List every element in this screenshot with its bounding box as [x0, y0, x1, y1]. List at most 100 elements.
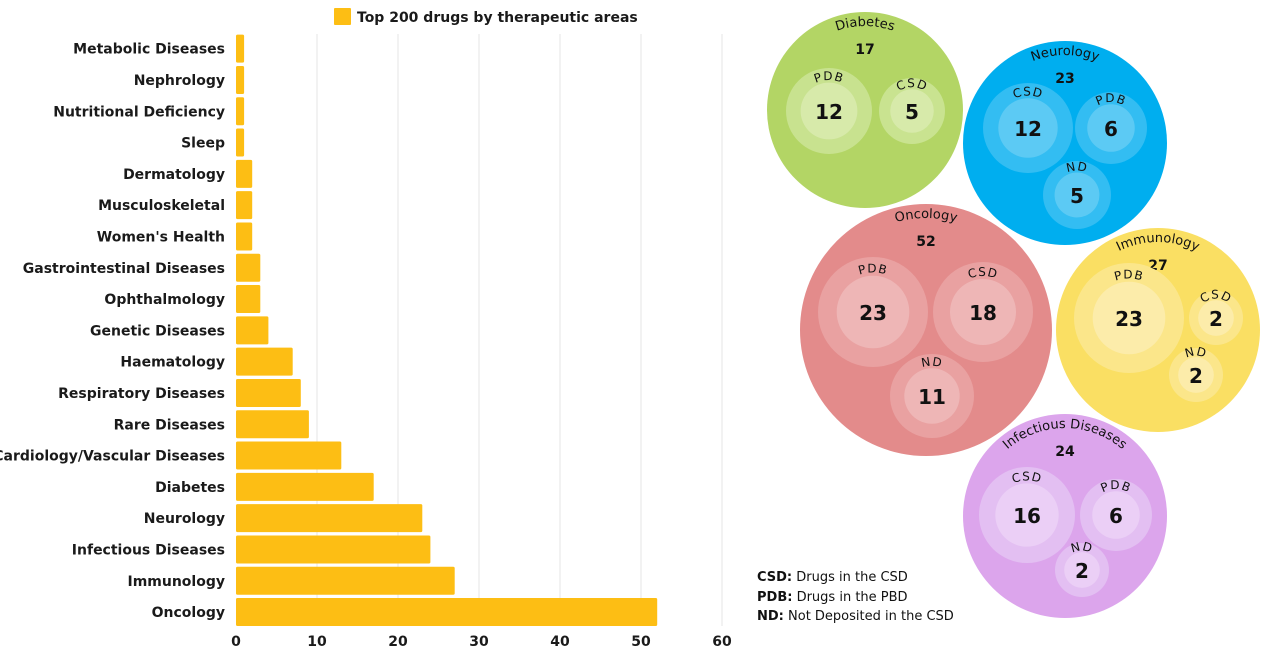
sub-bubble-csd: CSD 18 [933, 262, 1033, 362]
x-tick-label: 10 [307, 634, 327, 650]
bar [236, 472, 374, 501]
bar [236, 566, 455, 595]
bar [236, 253, 261, 282]
sub-bubble-inner [950, 279, 1016, 345]
legend: Top 200 drugs by therapeutic areas [334, 8, 638, 26]
sub-bubble-value: 2 [1209, 307, 1223, 331]
category-label: Infectious Diseases [72, 542, 225, 558]
category-label: Oncology [152, 605, 225, 621]
category-label: Metabolic Diseases [73, 42, 225, 58]
sub-bubble-label: PDB [1094, 91, 1129, 108]
sub-bubble-value: 2 [1189, 364, 1203, 388]
sub-bubble-value: 2 [1075, 559, 1089, 583]
sub-bubble-inner [1087, 104, 1135, 152]
sub-bubble-value: 16 [1013, 504, 1041, 528]
x-tick-label: 0 [231, 634, 241, 650]
category-label: Haematology [120, 355, 225, 371]
sub-bubble-label: PDB [812, 69, 846, 86]
sub-bubble-pdb: PDB 6 [1080, 478, 1152, 551]
sub-bubble-inner [998, 98, 1058, 158]
sub-bubble-value: 5 [1070, 184, 1084, 208]
bar [236, 34, 245, 63]
sub-bubble-inner [836, 275, 910, 349]
category-label: Immunology [127, 574, 225, 590]
sub-bubble-value: 5 [905, 100, 919, 124]
sub-bubble-label: PDB [1099, 478, 1134, 495]
bar [236, 159, 253, 188]
legend-swatch [334, 8, 351, 25]
sub-bubble-inner [1198, 300, 1234, 336]
sub-bubble-inner [890, 89, 934, 133]
bar [236, 504, 423, 533]
x-tick-label: 20 [388, 634, 408, 650]
x-tick-label: 50 [631, 634, 651, 650]
bar [236, 65, 245, 94]
sub-bubble-label: CSD [1010, 469, 1043, 485]
legend-label: Top 200 drugs by therapeutic areas [357, 10, 638, 26]
category-label: Neurology [144, 511, 225, 527]
sub-bubble-pdb: PDB 23 [818, 257, 928, 367]
key-item-pdb: PDB: Drugs in the PBD [757, 589, 908, 605]
sub-bubble-csd: CSD 16 [979, 467, 1075, 563]
abbreviation-key: CSD: Drugs in the CSD PDB: Drugs in the … [757, 568, 954, 627]
key-item-csd: CSD: Drugs in the CSD [757, 570, 908, 585]
x-tick-label: 60 [712, 634, 732, 650]
category-label: Women's Health [97, 229, 225, 245]
sub-bubble-label: PDB [857, 261, 889, 277]
sub-bubble-nd: ND2 [1055, 539, 1109, 597]
category-label: Dermatology [123, 167, 225, 183]
bar [236, 378, 301, 407]
bar [236, 535, 431, 564]
sub-bubble-pdb: PDB 23 [1074, 263, 1184, 373]
bar [236, 347, 293, 376]
bar [236, 598, 658, 627]
bubble-total: 17 [855, 42, 874, 58]
sub-bubble-value: 6 [1109, 504, 1123, 528]
category-label: Gastrointestinal Diseases [23, 261, 225, 277]
sub-bubble-value: 23 [859, 301, 887, 325]
sub-bubble-inner [800, 82, 858, 140]
sub-bubble-label: CSD [894, 76, 930, 94]
x-tick-labels: 0 10 20 30 40 50 60 [231, 634, 732, 650]
sub-bubble-label: CSD [966, 265, 999, 281]
x-tick-label: 40 [550, 634, 570, 650]
sub-bubble-inner [904, 368, 960, 424]
sub-bubble-value: 11 [918, 385, 946, 409]
bubble-total: 24 [1055, 444, 1075, 460]
sub-bubble-value: 12 [815, 100, 843, 124]
bubble-total: 23 [1055, 71, 1074, 87]
category-label: Nephrology [134, 73, 225, 89]
category-label: Cardiology/Vascular Diseases [0, 449, 225, 465]
bubble-total: 52 [916, 234, 935, 250]
category-label: Rare Diseases [114, 417, 225, 433]
sub-bubble-label: CSD [1011, 85, 1045, 102]
sub-bubble-inner [1054, 172, 1100, 218]
category-label: Respiratory Diseases [58, 386, 225, 402]
bubble-title: Oncology [893, 207, 959, 226]
bubble-diabetes: Diabetes 17 PDB 12 CSD 5 [767, 12, 963, 208]
sub-bubble-value: 12 [1014, 117, 1042, 141]
sub-bubble-nd: ND2 [1169, 344, 1223, 402]
bar [236, 128, 245, 157]
bubble-title: Diabetes [834, 15, 897, 35]
sub-bubble-csd: CSD 5 [879, 76, 945, 144]
sub-bubble-inner [1092, 491, 1140, 539]
bubble-chart: Diabetes17PDB12CSD5Neurology23CSD12PDB6N… [767, 12, 1260, 618]
bar [236, 316, 269, 345]
sub-bubble-nd: ND5 [1043, 159, 1111, 229]
bar [236, 191, 253, 220]
bar [236, 222, 253, 251]
sub-bubble-inner [1178, 357, 1214, 393]
category-label: Diabetes [155, 480, 225, 496]
sub-bubble-label: PDB [1113, 267, 1145, 283]
bars [236, 34, 658, 627]
sub-bubble-value: 6 [1104, 117, 1118, 141]
sub-bubble-csd: CSD 12 [983, 83, 1073, 173]
sub-bubble-value: 18 [969, 301, 997, 325]
